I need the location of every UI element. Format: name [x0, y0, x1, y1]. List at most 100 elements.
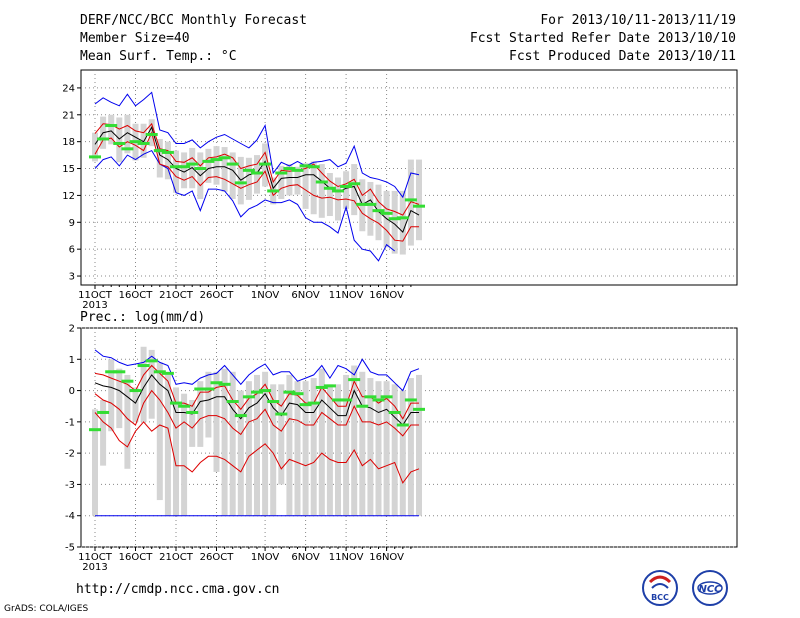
- fcst-produced-date: Fcst Produced Date 2013/10/11: [509, 49, 736, 64]
- observed-marker: [413, 204, 425, 208]
- p25-line: [94, 389, 419, 437]
- ensemble-box: [197, 381, 204, 447]
- observed-marker: [356, 404, 369, 408]
- ensemble-box: [294, 166, 301, 195]
- ensemble-box: [367, 181, 374, 236]
- observed-marker: [291, 392, 304, 396]
- ensemble-box: [132, 387, 139, 422]
- observed-marker: [299, 403, 312, 407]
- observed-marker: [259, 389, 272, 393]
- ensemble-box: [343, 171, 350, 209]
- observed-marker: [315, 180, 328, 184]
- observed-marker: [307, 165, 320, 169]
- footer-url[interactable]: http://cmdp.ncc.cma.gov.cn: [76, 582, 280, 597]
- y-tick-label: -5: [65, 543, 75, 554]
- observed-marker: [356, 202, 369, 206]
- observed-marker: [161, 150, 174, 154]
- x-tick-label: 11OCT: [78, 552, 113, 563]
- ensemble-box: [278, 165, 285, 199]
- ensemble-box: [343, 374, 350, 516]
- observed-marker: [348, 182, 361, 186]
- observed-marker: [251, 390, 263, 394]
- observed-marker: [105, 124, 118, 128]
- ensemble-box: [302, 381, 309, 516]
- x-tick-label: 11OCT: [78, 290, 113, 301]
- observed-marker: [153, 370, 166, 374]
- observed-marker: [364, 395, 377, 399]
- ensemble-box: [310, 161, 317, 215]
- ensemble-box: [108, 114, 115, 145]
- ensemble-box: [100, 399, 107, 466]
- grads-credit: GrADS: COLA/IGES: [4, 604, 89, 614]
- observed-marker: [194, 387, 207, 391]
- min-line: [94, 149, 396, 262]
- observed-marker: [137, 364, 150, 368]
- y-tick-label: 24: [62, 83, 75, 94]
- y-tick-label: 3: [69, 272, 75, 283]
- y-tick-label: -3: [65, 480, 75, 491]
- x-tick-label: 26OCT: [200, 290, 235, 301]
- observed-marker: [186, 410, 199, 414]
- observed-marker: [129, 140, 142, 144]
- observed-marker: [291, 168, 304, 172]
- observed-marker: [267, 400, 280, 404]
- ensemble-box: [213, 146, 220, 185]
- x-tick-label: 1NOV: [251, 290, 280, 301]
- observed-marker: [89, 155, 101, 159]
- observed-marker: [121, 147, 134, 151]
- ensemble-box: [416, 374, 422, 516]
- ensemble-box: [124, 374, 131, 469]
- observed-marker: [323, 186, 336, 190]
- ensemble-box: [181, 393, 188, 516]
- ensemble-box: [335, 177, 341, 221]
- observed-marker: [161, 371, 174, 375]
- observed-marker: [259, 162, 272, 166]
- ensemble-box: [205, 148, 212, 183]
- ensemble-box: [116, 117, 123, 163]
- ensemble-box: [181, 152, 188, 189]
- observed-marker: [234, 414, 247, 418]
- x-tick-label: 11NOV: [329, 290, 364, 301]
- precip-label: Prec.: log(mm/d): [80, 310, 206, 325]
- ensemble-box: [148, 349, 155, 419]
- x-tick-label: 1NOV: [251, 552, 280, 563]
- chart-title: DERF/NCC/BCC Monthly Forecast: [80, 13, 307, 28]
- ensemble-box: [351, 365, 358, 516]
- observed-marker: [129, 389, 142, 393]
- observed-marker: [251, 171, 263, 175]
- observed-marker: [153, 149, 166, 153]
- observed-marker: [396, 423, 409, 427]
- observed-marker: [194, 167, 207, 171]
- y-tick-label: 6: [69, 245, 75, 256]
- ensemble-box: [407, 378, 414, 516]
- ensemble-box: [164, 374, 171, 516]
- fcst-started-date: Fcst Started Refer Date 2013/10/10: [469, 31, 736, 46]
- observed-marker: [145, 133, 158, 136]
- ensemble-box: [375, 184, 382, 241]
- ensemble-box: [173, 150, 179, 193]
- y-tick-label: 15: [62, 164, 75, 175]
- observed-marker: [404, 398, 417, 402]
- observed-marker: [170, 401, 182, 405]
- observed-marker: [372, 209, 385, 213]
- ensemble-box: [278, 384, 285, 485]
- observed-marker: [388, 217, 401, 221]
- x-tick-label: 21OCT: [159, 290, 194, 301]
- observed-marker: [97, 410, 110, 414]
- observed-marker: [89, 428, 101, 432]
- observed-marker: [323, 384, 336, 388]
- ensemble-box: [254, 374, 260, 516]
- x-tick-label: 16OCT: [119, 552, 154, 563]
- ensemble-box: [221, 147, 228, 192]
- observed-marker: [267, 189, 280, 193]
- x-tick-label: 16OCT: [119, 290, 154, 301]
- ensemble-box: [237, 390, 244, 516]
- ensemble-box: [164, 141, 171, 180]
- observed-marker: [315, 385, 328, 389]
- ensemble-box: [399, 190, 406, 255]
- ensemble-box: [213, 371, 220, 472]
- ensemble-box: [383, 381, 390, 516]
- x-tick-label: 21OCT: [159, 552, 194, 563]
